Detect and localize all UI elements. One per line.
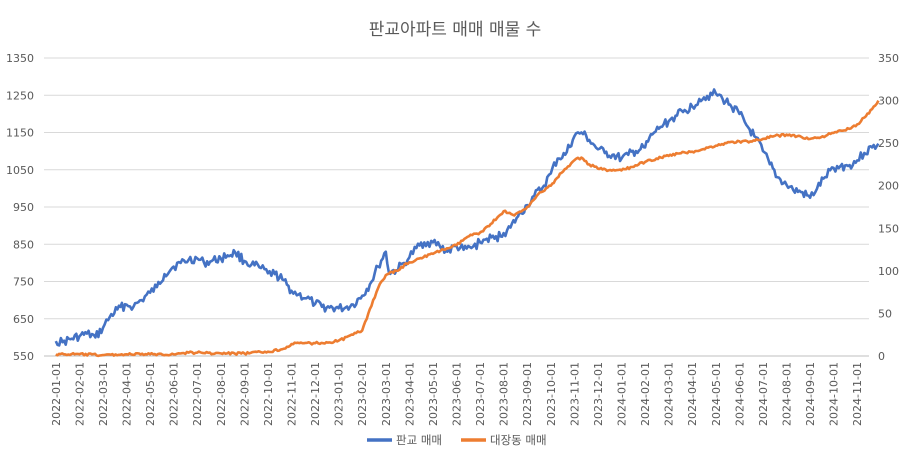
series-line-1 (55, 100, 880, 358)
x-tick-label: 2022-02-01 (73, 362, 86, 426)
x-tick-label: 2023-12-01 (592, 362, 605, 426)
x-tick-label: 2023-06-01 (451, 362, 464, 426)
legend-label-series-1: 대장동 매매 (490, 433, 547, 447)
y-left-tick-label: 850 (13, 238, 34, 251)
x-tick-label: 2022-07-01 (191, 362, 204, 426)
y-left-tick-label: 1050 (6, 164, 34, 177)
series-line-0 (54, 88, 880, 347)
x-tick-label: 2023-02-01 (356, 362, 369, 426)
x-tick-label: 2024-06-01 (733, 362, 746, 426)
y-left-tick-label: 750 (13, 276, 34, 289)
x-tick-label: 2022-04-01 (121, 362, 134, 426)
legend: 판교 매매 대장동 매매 (367, 433, 547, 447)
x-tick-label: 2023-10-01 (545, 362, 558, 426)
x-tick-label: 2023-08-01 (498, 362, 511, 426)
x-tick-label: 2024-08-01 (781, 362, 794, 426)
x-tick-label: 2022-10-01 (262, 362, 275, 426)
y-right-tick-label: 150 (878, 222, 899, 235)
x-tick-label: 2022-08-01 (215, 362, 228, 426)
x-tick-label: 2024-05-01 (710, 362, 723, 426)
x-tick-label: 2022-11-01 (286, 362, 299, 426)
x-tick-label: 2023-05-01 (427, 362, 440, 426)
legend-label-series-0: 판교 매매 (396, 433, 442, 447)
y-axis-right: 0 50 100 150 200 250 300 350 (878, 52, 899, 363)
x-tick-label: 2023-11-01 (568, 362, 581, 426)
y-right-tick-label: 250 (878, 137, 899, 150)
x-tick-label: 2023-01-01 (333, 362, 346, 426)
series (54, 88, 880, 358)
y-right-tick-label: 100 (878, 265, 899, 278)
chart-title: 판교아파트 매매 매물 수 (369, 20, 542, 40)
x-tick-label: 2024-01-01 (616, 362, 629, 426)
x-tick-label: 2023-07-01 (474, 362, 487, 426)
y-left-tick-label: 1150 (6, 127, 34, 140)
y-left-tick-label: 1350 (6, 52, 34, 65)
x-tick-label: 2022-05-01 (144, 362, 157, 426)
x-tick-label: 2023-04-01 (403, 362, 416, 426)
y-right-tick-label: 300 (878, 95, 899, 108)
y-left-tick-label: 550 (13, 350, 34, 363)
y-right-tick-label: 350 (878, 52, 899, 65)
grid (44, 57, 869, 357)
x-tick-label: 2023-09-01 (521, 362, 534, 426)
y-left-tick-label: 950 (13, 201, 34, 214)
x-tick-label: 2022-09-01 (238, 362, 251, 426)
x-tick-label: 2023-03-01 (380, 362, 393, 426)
x-tick-label: 2022-06-01 (168, 362, 181, 426)
x-tick-label: 2024-03-01 (663, 362, 676, 426)
x-tick-label: 2022-03-01 (97, 362, 110, 426)
y-left-tick-label: 1250 (6, 89, 34, 102)
x-tick-label: 2024-04-01 (686, 362, 699, 426)
x-tick-label: 2024-10-01 (828, 362, 841, 426)
x-tick-label: 2024-07-01 (757, 362, 770, 426)
x-tick-label: 2022-01-01 (50, 362, 63, 426)
y-axis-left: 550 650 750 850 950 1050 1150 1250 1350 (6, 52, 34, 363)
x-axis: 2022-01-01 2022-02-01 2022-03-01 2022-04-01… (44, 355, 869, 426)
x-tick-label: 2024-09-01 (804, 362, 817, 426)
x-tick-label: 2024-02-01 (639, 362, 652, 426)
y-left-tick-label: 650 (13, 313, 34, 326)
y-right-tick-label: 200 (878, 180, 899, 193)
x-tick-label: 2022-12-01 (309, 362, 322, 426)
x-tick-label: 2024-11-01 (851, 362, 864, 426)
y-right-tick-label: 0 (878, 350, 885, 363)
y-right-tick-label: 50 (878, 307, 892, 320)
